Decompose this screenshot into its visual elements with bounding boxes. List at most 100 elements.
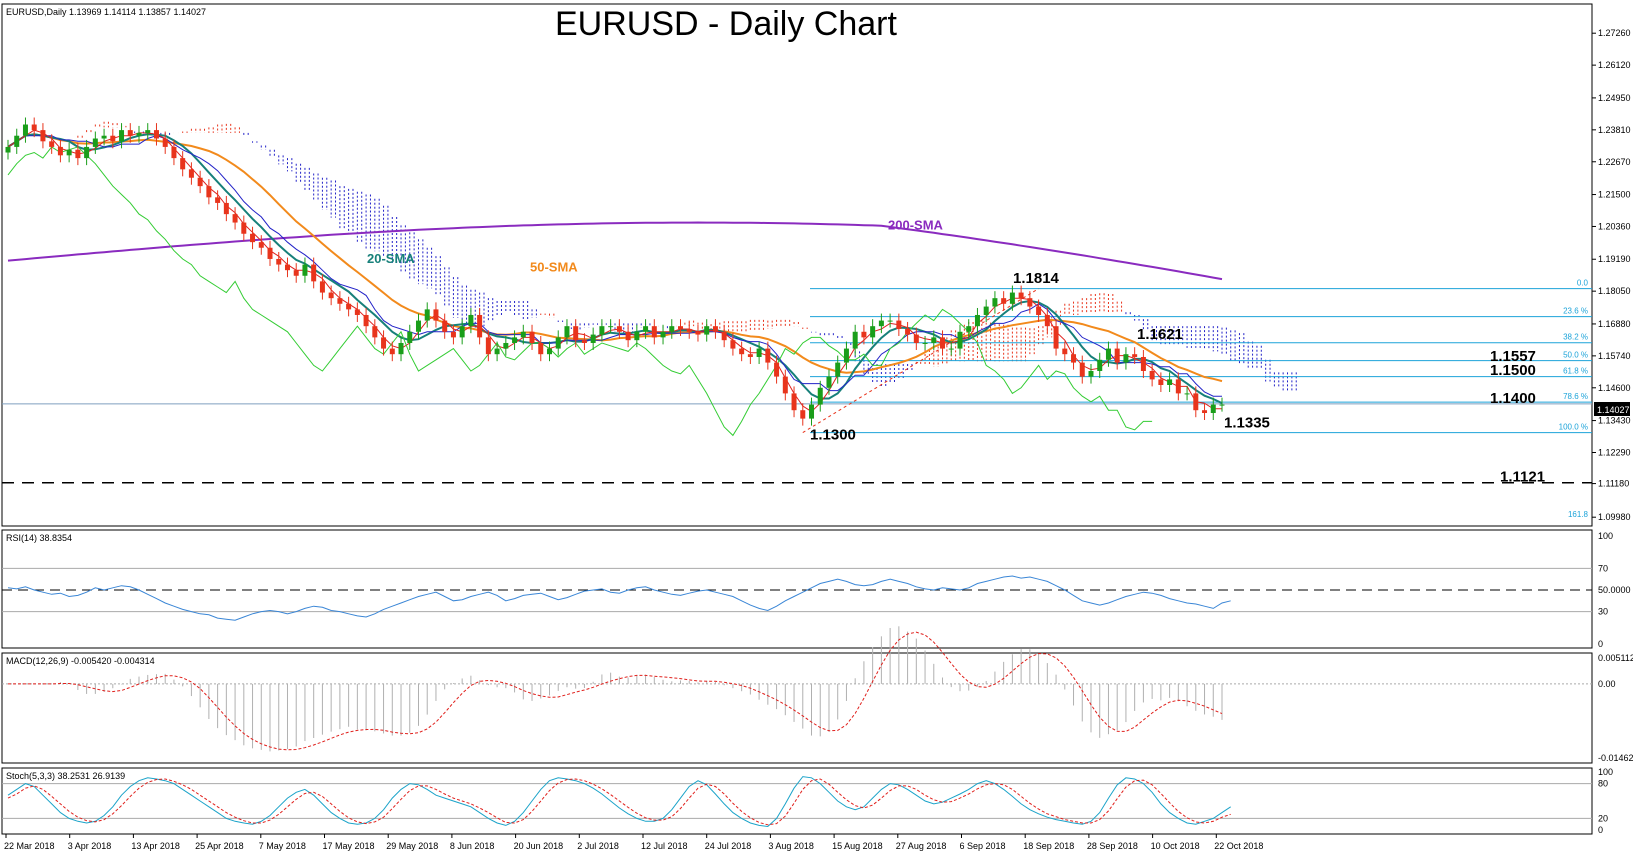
candle-body bbox=[84, 146, 90, 159]
candle-body bbox=[398, 342, 404, 355]
candle-body bbox=[974, 314, 980, 327]
x-tick-label: 12 Jul 2018 bbox=[641, 841, 688, 851]
x-tick-label: 2 Jul 2018 bbox=[577, 841, 619, 851]
y-tick-label: 1.24950 bbox=[1598, 93, 1631, 103]
rsi-title: RSI(14) 38.8354 bbox=[6, 533, 72, 543]
y-tick-label: 1.18050 bbox=[1598, 286, 1631, 296]
candle-body bbox=[774, 362, 780, 377]
candle-body bbox=[1053, 326, 1059, 349]
fib-level-label: 0.0 bbox=[1577, 279, 1589, 288]
fib-level-label: 61.8 % bbox=[1563, 367, 1588, 376]
sma200-line bbox=[7, 221, 1223, 281]
sub-y-tick-label: 70 bbox=[1598, 563, 1608, 573]
candle-body bbox=[1009, 292, 1015, 304]
indicator-lines bbox=[7, 129, 1223, 437]
candle-body bbox=[1036, 306, 1042, 315]
candle-body bbox=[1088, 370, 1094, 377]
candle-body bbox=[66, 149, 72, 156]
candle-body bbox=[896, 320, 902, 329]
x-tick-label: 7 May 2018 bbox=[259, 841, 306, 851]
stoch-title: Stoch(5,3,3) 38.2531 26.9139 bbox=[6, 771, 125, 781]
candle-body bbox=[581, 340, 587, 343]
macd-panel: 0.005112 0.00 -0.014625 bbox=[2, 626, 1633, 763]
fib-level-label: 23.6 % bbox=[1563, 307, 1588, 316]
candle-body bbox=[739, 348, 745, 355]
kijun-line bbox=[7, 135, 1222, 397]
candle-body bbox=[110, 135, 116, 142]
x-tick-label: 24 Jul 2018 bbox=[705, 841, 752, 851]
candle-body bbox=[905, 328, 911, 335]
candle-body bbox=[1027, 298, 1033, 307]
x-tick-label: 3 Aug 2018 bbox=[768, 841, 814, 851]
x-tick-label: 22 Mar 2018 bbox=[4, 841, 55, 851]
sub-y-tick-label: 0.005112 bbox=[1598, 653, 1633, 663]
candle-body bbox=[747, 354, 753, 357]
last-price-label: 1.14027 bbox=[1597, 405, 1630, 415]
y-tick-label: 1.14600 bbox=[1598, 383, 1631, 393]
candle-body bbox=[1140, 356, 1146, 371]
candle-body bbox=[302, 264, 308, 276]
fib-level-label: 38.2 % bbox=[1563, 333, 1588, 342]
x-tick-label: 8 Jun 2018 bbox=[450, 841, 495, 851]
candle-body bbox=[817, 387, 823, 405]
candle-body bbox=[625, 331, 631, 341]
sub-y-tick-label: 0.00 bbox=[1598, 679, 1616, 689]
candle-body bbox=[145, 130, 151, 133]
candle-body bbox=[1071, 354, 1077, 363]
candle-body bbox=[424, 309, 430, 321]
panel-frames bbox=[1, 3, 1593, 835]
chikou-line bbox=[7, 146, 1153, 437]
fib-level-label: 100.0 % bbox=[1559, 423, 1588, 432]
annotation-label: 1.1335 bbox=[1224, 415, 1270, 432]
y-tick-label: 1.26120 bbox=[1598, 60, 1631, 70]
candle-body bbox=[258, 242, 264, 248]
candle-body bbox=[1193, 393, 1199, 411]
candle-body bbox=[809, 404, 815, 419]
sub-y-tick-label: 80 bbox=[1598, 779, 1608, 789]
annotation-label: 1.1400 bbox=[1490, 390, 1536, 407]
sub-y-tick-label: 100 bbox=[1598, 531, 1613, 541]
candle-body bbox=[1097, 359, 1103, 371]
candle-body bbox=[957, 331, 963, 349]
candle-body bbox=[197, 177, 203, 187]
last-price-marker: 1.14027 bbox=[1594, 402, 1630, 416]
main-y-axis: 1.27260 1.26120 1.24950 1.23810 1.22670 1.215… bbox=[1592, 28, 1631, 522]
candle-body bbox=[678, 326, 684, 329]
candle-body bbox=[337, 298, 343, 304]
candle-body bbox=[101, 135, 107, 139]
candle-body bbox=[520, 331, 526, 338]
sub-y-tick-label: 0 bbox=[1598, 639, 1603, 649]
candle-body bbox=[311, 264, 317, 282]
macd-signal-line bbox=[8, 631, 1223, 751]
candle-body bbox=[835, 362, 841, 377]
rsi-panel: 100 70 50.0000 30 0 bbox=[2, 531, 1631, 649]
sub-y-tick-label: 0 bbox=[1598, 825, 1603, 835]
candle-body bbox=[940, 337, 946, 349]
candle-body bbox=[1018, 292, 1024, 299]
candle-body bbox=[136, 132, 142, 136]
candle-body bbox=[119, 130, 125, 142]
candle-body bbox=[887, 320, 893, 322]
candle-body bbox=[241, 222, 247, 234]
price-annotations: 200-SMA50-SMA20-SMA1.18141.16211.15571.1… bbox=[367, 218, 1545, 486]
candle-body bbox=[346, 303, 352, 310]
sma20-line bbox=[7, 133, 1223, 405]
candle-body bbox=[1219, 404, 1225, 406]
candle-body bbox=[826, 376, 832, 388]
sma50-line bbox=[7, 133, 1223, 383]
candle-body bbox=[704, 326, 710, 335]
candle-body bbox=[555, 337, 561, 349]
chart-title: EURUSD - Daily Chart bbox=[555, 5, 897, 43]
candle-body bbox=[1167, 379, 1173, 385]
candle-body bbox=[651, 326, 657, 338]
candle-body bbox=[660, 331, 666, 338]
candle-body bbox=[966, 326, 972, 332]
candle-body bbox=[852, 331, 858, 349]
fib-level-label: 78.6 % bbox=[1563, 392, 1588, 401]
y-tick-label: 1.27260 bbox=[1598, 28, 1631, 38]
y-tick-label: 1.20360 bbox=[1598, 221, 1631, 231]
y-tick-label: 1.13430 bbox=[1598, 416, 1631, 426]
annotation-label: 50-SMA bbox=[530, 260, 578, 275]
candle-body bbox=[529, 331, 535, 343]
